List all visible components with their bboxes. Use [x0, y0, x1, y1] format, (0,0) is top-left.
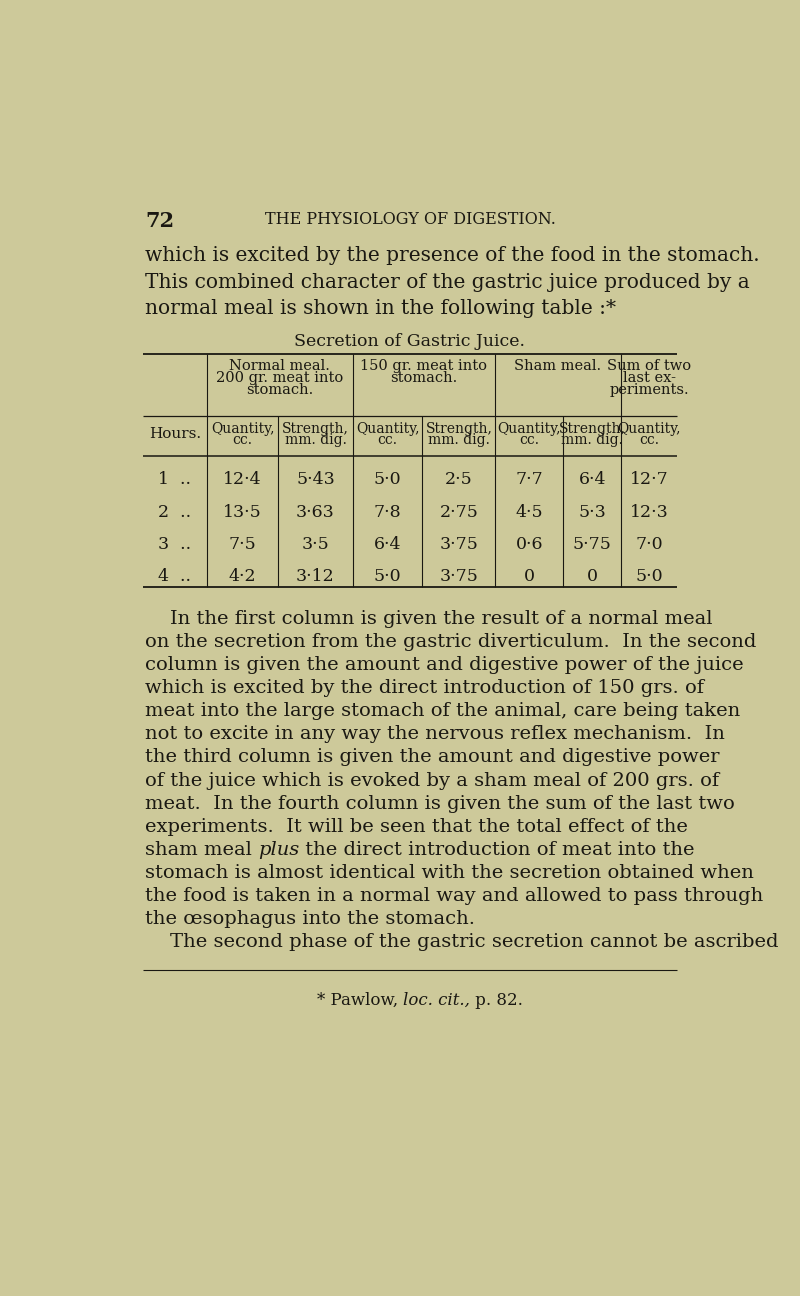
Text: Strength,: Strength,: [558, 422, 626, 435]
Text: cc.: cc.: [639, 433, 659, 447]
Text: mm. dig.: mm. dig.: [428, 433, 490, 447]
Text: stomach.: stomach.: [246, 384, 314, 398]
Text: Secretion of Gastric Juice.: Secretion of Gastric Juice.: [294, 333, 526, 350]
Text: 2  ..: 2 ..: [158, 504, 191, 521]
Text: 5·3: 5·3: [578, 504, 606, 521]
Text: the food is taken in a normal way and allowed to pass through: the food is taken in a normal way and al…: [145, 886, 763, 905]
Text: Strength,: Strength,: [426, 422, 492, 435]
Text: Strength,: Strength,: [282, 422, 349, 435]
Text: In the first column is given the result of a normal meal: In the first column is given the result …: [145, 610, 713, 627]
Text: 0·6: 0·6: [516, 537, 543, 553]
Text: p. 82.: p. 82.: [470, 991, 523, 1008]
Text: This combined character of the gastric juice produced by a: This combined character of the gastric j…: [145, 272, 750, 292]
Text: stomach is almost identical with the secretion obtained when: stomach is almost identical with the sec…: [145, 864, 754, 881]
Text: 3·75: 3·75: [439, 537, 478, 553]
Text: 5·0: 5·0: [374, 568, 402, 586]
Text: 13·5: 13·5: [223, 504, 262, 521]
Text: which is excited by the direct introduction of 150 grs. of: which is excited by the direct introduct…: [145, 679, 704, 697]
Text: sham meal: sham meal: [145, 841, 258, 859]
Text: 4·2: 4·2: [229, 568, 257, 586]
Text: the third column is given the amount and digestive power: the third column is given the amount and…: [145, 748, 719, 766]
Text: 7·5: 7·5: [229, 537, 257, 553]
Text: plus: plus: [258, 841, 299, 859]
Text: 3·5: 3·5: [302, 537, 330, 553]
Text: Quantity,: Quantity,: [211, 422, 274, 435]
Text: 3·63: 3·63: [296, 504, 335, 521]
Text: Quantity,: Quantity,: [356, 422, 419, 435]
Text: 2·75: 2·75: [439, 504, 478, 521]
Text: 1  ..: 1 ..: [158, 472, 191, 489]
Text: 4  ..: 4 ..: [158, 568, 191, 586]
Text: 5·75: 5·75: [573, 537, 611, 553]
Text: The second phase of the gastric secretion cannot be ascribed: The second phase of the gastric secretio…: [145, 933, 778, 951]
Text: cc.: cc.: [378, 433, 398, 447]
Text: 5·0: 5·0: [374, 472, 402, 489]
Text: the direct introduction of meat into the: the direct introduction of meat into the: [299, 841, 695, 859]
Text: 7·8: 7·8: [374, 504, 402, 521]
Text: periments.: periments.: [610, 384, 689, 398]
Text: not to excite in any way the nervous reflex mechanism.  In: not to excite in any way the nervous ref…: [145, 726, 725, 744]
Text: stomach.: stomach.: [390, 371, 458, 385]
Text: loc. cit.,: loc. cit.,: [403, 991, 470, 1008]
Text: the œsophagus into the stomach.: the œsophagus into the stomach.: [145, 910, 475, 928]
Text: 12·4: 12·4: [223, 472, 262, 489]
Text: 3·12: 3·12: [296, 568, 335, 586]
Text: 3·75: 3·75: [439, 568, 478, 586]
Text: cc.: cc.: [519, 433, 539, 447]
Text: normal meal is shown in the following table :*: normal meal is shown in the following ta…: [145, 299, 616, 318]
Text: 5·0: 5·0: [635, 568, 663, 586]
Text: column is given the amount and digestive power of the juice: column is given the amount and digestive…: [145, 656, 743, 674]
Text: Quantity,: Quantity,: [498, 422, 561, 435]
Text: mm. dig.: mm. dig.: [561, 433, 623, 447]
Text: 4·5: 4·5: [515, 504, 543, 521]
Text: 12·7: 12·7: [630, 472, 669, 489]
Text: THE PHYSIOLOGY OF DIGESTION.: THE PHYSIOLOGY OF DIGESTION.: [265, 211, 555, 228]
Text: 2·5: 2·5: [445, 472, 473, 489]
Text: 6·4: 6·4: [374, 537, 402, 553]
Text: 6·4: 6·4: [578, 472, 606, 489]
Text: 0: 0: [586, 568, 598, 586]
Text: 150 gr. meat into: 150 gr. meat into: [361, 359, 487, 373]
Text: cc.: cc.: [233, 433, 253, 447]
Text: which is excited by the presence of the food in the stomach.: which is excited by the presence of the …: [145, 246, 759, 266]
Text: 7·7: 7·7: [515, 472, 543, 489]
Text: 72: 72: [145, 211, 174, 231]
Text: 3  ..: 3 ..: [158, 537, 191, 553]
Text: Quantity,: Quantity,: [618, 422, 681, 435]
Text: 7·0: 7·0: [635, 537, 663, 553]
Text: 12·3: 12·3: [630, 504, 669, 521]
Text: on the secretion from the gastric diverticulum.  In the second: on the secretion from the gastric divert…: [145, 632, 756, 651]
Text: 200 gr. meat into: 200 gr. meat into: [216, 371, 343, 385]
Text: Sham meal.: Sham meal.: [514, 359, 602, 373]
Text: of the juice which is evoked by a sham meal of 200 grs. of: of the juice which is evoked by a sham m…: [145, 771, 719, 789]
Text: 5·43: 5·43: [296, 472, 335, 489]
Text: meat into the large stomach of the animal, care being taken: meat into the large stomach of the anima…: [145, 702, 740, 721]
Text: * Pawlow,: * Pawlow,: [317, 991, 403, 1008]
Text: Sum of two: Sum of two: [607, 359, 691, 373]
Text: 0: 0: [524, 568, 535, 586]
Text: experiments.  It will be seen that the total effect of the: experiments. It will be seen that the to…: [145, 818, 688, 836]
Text: mm. dig.: mm. dig.: [285, 433, 346, 447]
Text: meat.  In the fourth column is given the sum of the last two: meat. In the fourth column is given the …: [145, 794, 734, 813]
Text: Normal meal.: Normal meal.: [230, 359, 330, 373]
Text: last ex-: last ex-: [622, 371, 675, 385]
Text: Hours.: Hours.: [149, 426, 201, 441]
